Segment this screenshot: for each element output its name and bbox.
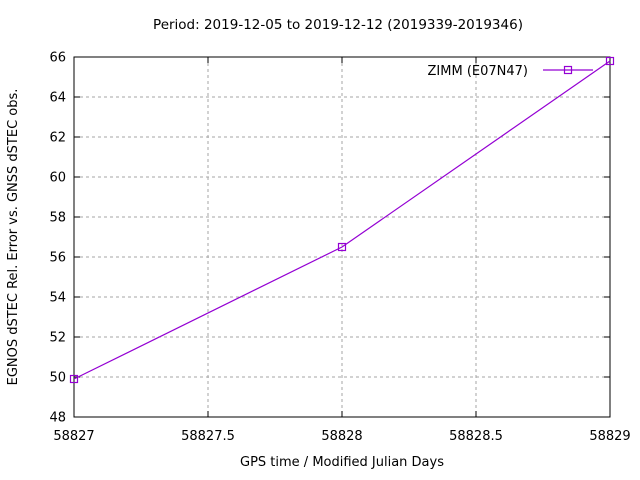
y-tick-label: 56 [49, 251, 66, 266]
legend-series-label: ZIMM (E07N47) [428, 64, 528, 79]
x-tick-label: 58827.5 [181, 429, 235, 444]
gridlines [73, 56, 611, 418]
series-line [73, 60, 611, 380]
legend-marker-square [563, 65, 573, 75]
series-zimm [69, 56, 615, 384]
data-point-marker [605, 56, 615, 66]
legend: ZIMM (E07N47) [428, 64, 593, 79]
x-tick-label: 58829 [589, 429, 630, 444]
y-tick-label: 60 [49, 171, 66, 186]
tick-labels: 58827 58827.5 58828 58828.5 58829 48 50 52 54 56 5… [49, 51, 630, 445]
data-point-marker [337, 242, 347, 252]
x-tick-label: 58827 [53, 429, 94, 444]
y-tick-label: 62 [49, 131, 66, 146]
x-axis-label: GPS time / Modified Julian Days [240, 455, 444, 470]
y-tick-label: 66 [49, 51, 66, 66]
x-tick-label: 58828 [321, 429, 362, 444]
chart-title: Period: 2019-12-05 to 2019-12-12 (201933… [153, 17, 523, 33]
y-tick-label: 58 [49, 211, 66, 226]
y-tick-label: 54 [49, 291, 66, 306]
y-tick-label: 52 [49, 331, 66, 346]
data-point-marker [69, 374, 79, 384]
y-tick-label: 48 [49, 411, 66, 426]
x-tick-label: 58828.5 [449, 429, 503, 444]
y-tick-label: 50 [49, 371, 66, 386]
y-tick-label: 64 [49, 91, 66, 106]
y-axis-label: EGNOS dSTEC Rel. Error vs. GNSS dSTEC ob… [6, 89, 21, 386]
